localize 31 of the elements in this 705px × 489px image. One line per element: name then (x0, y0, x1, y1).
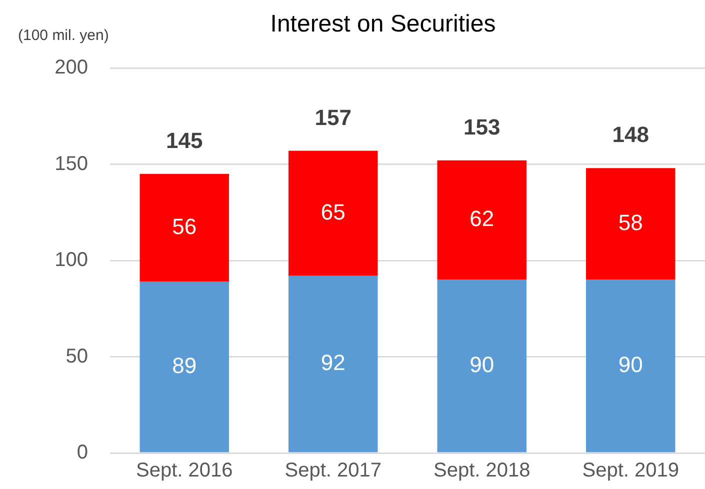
y-tick-label: 50 (66, 345, 88, 368)
y-tick-label: 100 (54, 249, 88, 272)
data-label: 90 (470, 352, 494, 378)
bar (288, 150, 378, 276)
y-tick-label: 0 (76, 442, 88, 464)
data-label: 90 (618, 352, 643, 378)
data-label: 58 (618, 210, 643, 235)
bar (586, 280, 676, 452)
chart-title: Interest on Securities (270, 10, 496, 38)
data-label: 89 (172, 353, 197, 378)
x-tick-label: Sept. 2018 (434, 460, 530, 482)
bar (437, 160, 526, 280)
total-label: 153 (464, 114, 500, 140)
data-label: 92 (320, 350, 346, 376)
data-label: 62 (470, 206, 494, 232)
total-label: 148 (612, 122, 649, 148)
y-tick-label: 150 (54, 152, 88, 175)
total-label: 157 (314, 104, 352, 130)
data-label: 65 (320, 199, 346, 224)
x-tick-label: Sept. 2019 (582, 460, 679, 482)
bar (586, 168, 676, 280)
y-tick-label: 200 (54, 56, 88, 79)
x-tick-label: Sept. 2017 (284, 460, 382, 482)
x-tick-label: Sept. 2016 (136, 460, 233, 482)
y-axis-title: (100 mil. yen) (18, 27, 109, 44)
total-label: 145 (166, 128, 203, 153)
bar (140, 174, 229, 282)
bar (140, 282, 229, 452)
bar (288, 276, 378, 452)
data-label: 56 (172, 214, 197, 239)
bar (437, 280, 526, 452)
